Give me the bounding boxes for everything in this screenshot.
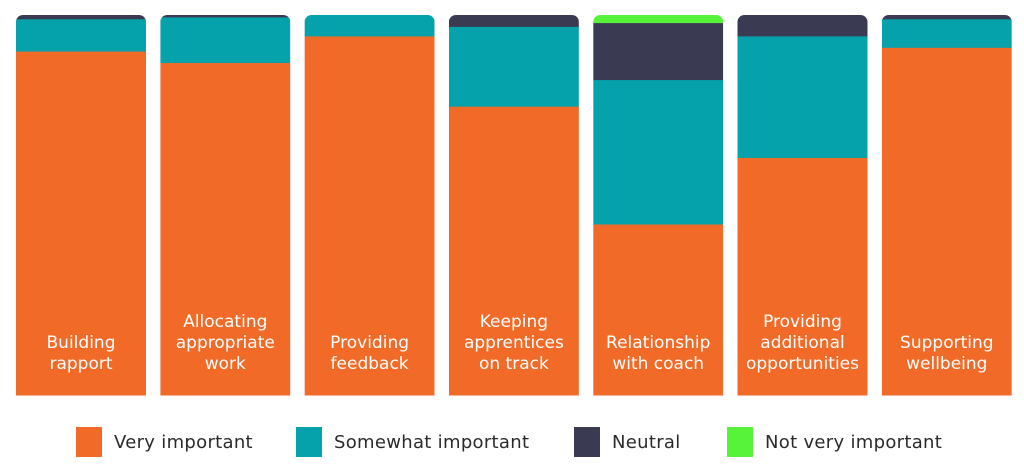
bar-segment-supporting-wellbeing-very-important: [881, 47, 1012, 396]
bar-segment-building-rapport-neutral: [16, 15, 146, 20]
bar-segment-relationship-with-coach-very-important: [593, 224, 724, 396]
legend-swatch-somewhat-important: [296, 427, 322, 457]
legend-label-not-very-important: Not very important: [765, 431, 943, 453]
bar-segment-keeping-apprentices-on-track-somewhat-important: [448, 26, 579, 107]
legend-item-very-important: Very important: [76, 426, 253, 458]
bar-group-relationship-with-coach: [593, 15, 724, 396]
category-label-building-rapport: Building rapport: [47, 333, 116, 374]
bar-segment-providing-additional-opportunities-somewhat-important: [737, 35, 868, 158]
bar-segment-allocating-appropriate-work-somewhat-important: [160, 16, 291, 63]
category-label-providing-additional-opportunities: Providing additional opportunities: [746, 312, 859, 374]
legend-item-somewhat-important: Somewhat important: [296, 426, 529, 458]
bar-group-providing-additional-opportunities: [737, 15, 868, 396]
legend-label-neutral: Neutral: [612, 431, 681, 453]
legend-label-somewhat-important: Somewhat important: [334, 431, 530, 453]
bar-group-keeping-apprentices-on-track: [448, 15, 579, 396]
bar-segment-building-rapport-very-important: [16, 51, 146, 396]
bar-segment-providing-additional-opportunities-neutral: [737, 15, 868, 37]
bar-segment-relationship-with-coach-somewhat-important: [593, 79, 724, 225]
bar-group-supporting-wellbeing: [881, 15, 1012, 396]
bar-segment-allocating-appropriate-work-very-important: [160, 62, 291, 396]
bar-segment-supporting-wellbeing-somewhat-important: [881, 18, 1012, 48]
bar-segment-supporting-wellbeing-neutral: [881, 15, 1012, 20]
category-label-relationship-with-coach: Relationship with coach: [606, 333, 710, 374]
legend: Very important Somewhat important Neutra…: [0, 420, 1024, 464]
bar-segment-keeping-apprentices-on-track-very-important: [448, 106, 579, 396]
category-label-keeping-apprentices-on-track: Keeping apprentices on track: [464, 312, 564, 374]
bar-segment-building-rapport-somewhat-important: [16, 18, 146, 52]
bar-segment-keeping-apprentices-on-track-neutral: [448, 15, 579, 27]
bar-segment-providing-feedback-somewhat-important: [304, 15, 435, 37]
category-label-allocating-appropriate-work: Allocating appropriate work: [176, 312, 275, 374]
bar-segment-relationship-with-coach-not-very-important: [593, 15, 724, 24]
bar-segment-relationship-with-coach-neutral: [593, 22, 724, 81]
legend-swatch-not-very-important: [727, 427, 753, 457]
bar-group-providing-feedback: [304, 15, 435, 396]
legend-item-neutral: Neutral: [574, 426, 681, 458]
legend-swatch-very-important: [76, 427, 102, 457]
bar-segment-providing-feedback-very-important: [304, 35, 435, 396]
bar-group-allocating-appropriate-work: [160, 15, 291, 396]
legend-item-not-very-important: Not very important: [727, 426, 942, 458]
bar-segment-allocating-appropriate-work-neutral: [160, 15, 291, 18]
category-label-supporting-wellbeing: Supporting wellbeing: [900, 333, 994, 374]
stacked-bar-chart: Building rapport Allocating appropriate work…: [16, 15, 1012, 396]
category-label-providing-feedback: Providing feedback: [330, 333, 409, 374]
legend-swatch-neutral: [574, 427, 600, 457]
bar-segment-providing-additional-opportunities-very-important: [737, 157, 868, 396]
legend-label-very-important: Very important: [114, 431, 253, 453]
bar-group-building-rapport: [16, 15, 146, 396]
